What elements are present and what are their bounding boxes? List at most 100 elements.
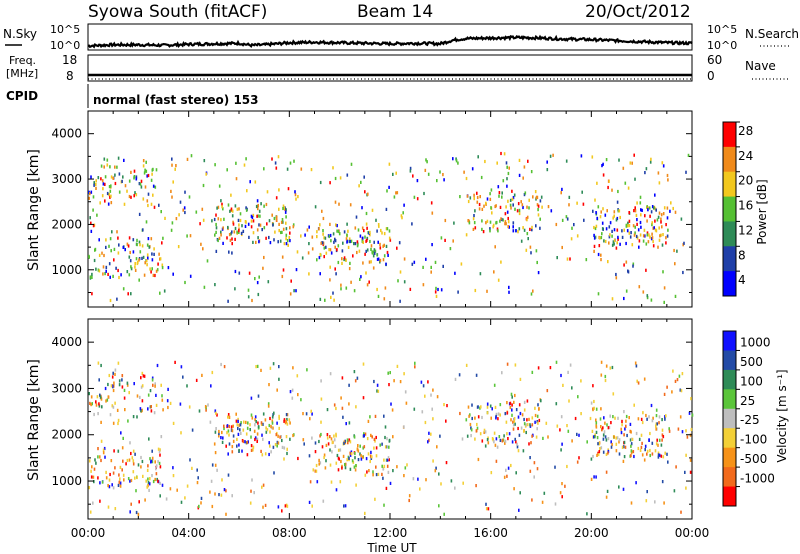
echo-point	[595, 475, 597, 479]
echo-point	[267, 280, 270, 284]
echo-point	[356, 250, 358, 255]
echo-point	[336, 248, 338, 252]
echo-point	[382, 258, 385, 262]
echo-point	[367, 452, 370, 456]
echo-point	[95, 403, 98, 407]
echo-point	[514, 207, 516, 211]
echo-point	[561, 245, 563, 250]
echo-point	[100, 363, 102, 368]
echo-point	[640, 417, 643, 421]
echo-point	[559, 428, 561, 432]
echo-point	[646, 231, 649, 235]
echo-point	[104, 386, 107, 391]
echo-point	[339, 176, 342, 180]
echo-point	[169, 401, 172, 405]
echo-point	[344, 439, 346, 443]
echo-point	[200, 496, 203, 500]
echo-point	[536, 427, 538, 431]
echo-point	[430, 393, 432, 397]
echo-point	[567, 429, 570, 433]
echo-point	[430, 270, 432, 274]
echo-point	[430, 265, 432, 269]
echo-point	[351, 459, 354, 463]
echo-point	[609, 233, 611, 237]
echo-point	[529, 423, 531, 427]
echo-point	[243, 420, 245, 424]
echo-point	[560, 448, 562, 452]
power-colorbar-label: 4	[738, 273, 746, 287]
echo-point	[333, 438, 336, 442]
echo-point	[508, 285, 510, 289]
echo-point	[663, 206, 666, 210]
echo-point	[155, 168, 158, 172]
echo-point	[245, 420, 247, 424]
echo-point	[387, 470, 390, 474]
echo-point	[615, 449, 618, 453]
echo-point	[331, 440, 334, 445]
echo-point	[114, 401, 116, 405]
echo-point	[277, 441, 280, 445]
echo-point	[350, 239, 353, 243]
echo-point	[652, 239, 654, 244]
echo-point	[507, 216, 509, 221]
echo-point	[658, 438, 661, 442]
echo-point	[646, 449, 649, 453]
echo-point	[284, 504, 287, 508]
echo-point	[196, 468, 198, 472]
echo-point	[364, 432, 367, 436]
echo-point	[675, 465, 677, 469]
echo-point	[199, 222, 201, 226]
echo-point	[329, 233, 332, 238]
echo-point	[147, 477, 149, 481]
echo-point	[160, 383, 162, 387]
echo-point	[214, 463, 217, 467]
echo-point	[131, 456, 134, 460]
echo-point	[434, 469, 437, 473]
echo-point	[337, 244, 340, 248]
echo-point	[664, 417, 666, 421]
echo-point	[156, 363, 159, 368]
echo-point	[645, 167, 648, 171]
echo-point	[653, 226, 655, 230]
echo-point	[325, 245, 327, 249]
echo-point	[358, 249, 361, 253]
echo-point	[506, 177, 508, 181]
echo-point	[651, 232, 653, 236]
echo-point	[388, 438, 391, 442]
echo-point	[220, 493, 223, 497]
echo-point	[220, 230, 222, 234]
echo-point	[514, 422, 516, 426]
echo-point	[666, 216, 669, 220]
echo-point	[153, 205, 156, 209]
echo-point	[523, 417, 525, 422]
echo-point	[278, 414, 280, 418]
echo-point	[101, 179, 104, 183]
echo-point	[331, 450, 333, 454]
echo-point	[107, 202, 110, 206]
echo-point	[316, 230, 318, 234]
echo-point	[561, 482, 563, 486]
echo-point	[596, 216, 598, 220]
echo-point	[247, 421, 249, 425]
echo-point	[113, 258, 115, 262]
echo-point	[105, 245, 107, 249]
echo-point	[247, 295, 250, 299]
echo-point	[285, 215, 287, 219]
echo-point	[252, 231, 255, 235]
echo-point	[633, 153, 635, 157]
echo-point	[618, 452, 621, 456]
echo-point	[270, 450, 272, 454]
echo-point	[275, 433, 278, 437]
echo-point	[663, 392, 666, 396]
echo-point	[601, 164, 603, 168]
echo-point	[151, 267, 153, 271]
echo-point	[336, 229, 338, 233]
echo-point	[638, 245, 640, 249]
echo-point	[286, 239, 289, 243]
echo-point	[239, 218, 242, 223]
echo-point	[296, 250, 299, 254]
echo-point	[203, 159, 206, 163]
velocity-colorbar-label: -100	[740, 433, 767, 447]
echo-point	[98, 238, 100, 242]
echo-point	[297, 456, 299, 461]
